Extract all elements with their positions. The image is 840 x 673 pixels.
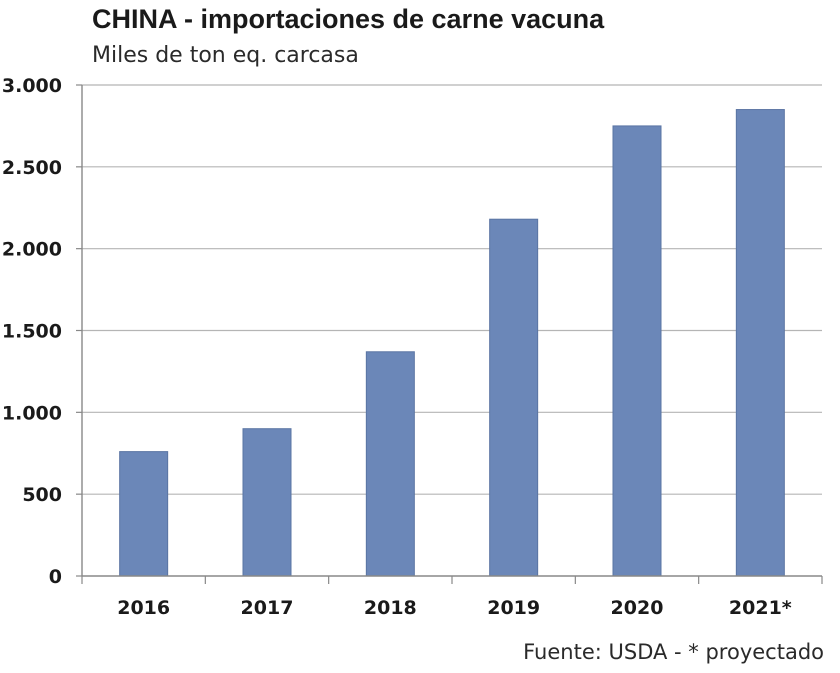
bar-2021	[735, 109, 785, 577]
tick-labels: 0 500 1.000 1.500 2.000 2.500 3.000 2016 2017 201…	[2, 75, 792, 619]
bar-2017	[242, 428, 292, 577]
y-tick-label: 3.000	[2, 75, 62, 97]
bar-2018	[365, 351, 415, 577]
chart-title: CHINA - importaciones de carne vacuna	[92, 4, 605, 34]
y-tick-label: 2.500	[2, 157, 62, 179]
x-tick-label: 2020	[611, 597, 664, 619]
y-tick-label: 0	[49, 566, 62, 588]
axes	[76, 84, 823, 584]
chart-subtitle: Miles de ton eq. carcasa	[92, 43, 359, 68]
y-tick-label: 500	[22, 484, 62, 506]
y-tick-label: 2.000	[2, 239, 62, 261]
y-tick-label: 1.500	[2, 321, 62, 343]
source-note: Fuente: USDA - * proyectado	[523, 640, 824, 664]
bar-2020	[612, 125, 662, 577]
x-tick-label: 2021*	[729, 597, 792, 619]
y-tick-label: 1.000	[2, 402, 62, 424]
bar-2019	[489, 218, 539, 577]
bars	[119, 109, 785, 577]
bar-2016	[119, 451, 169, 577]
x-tick-label: 2019	[487, 597, 540, 619]
x-tick-label: 2017	[241, 597, 294, 619]
gridlines	[82, 84, 822, 495]
x-tick-label: 2018	[364, 597, 417, 619]
x-tick-label: 2016	[117, 597, 170, 619]
